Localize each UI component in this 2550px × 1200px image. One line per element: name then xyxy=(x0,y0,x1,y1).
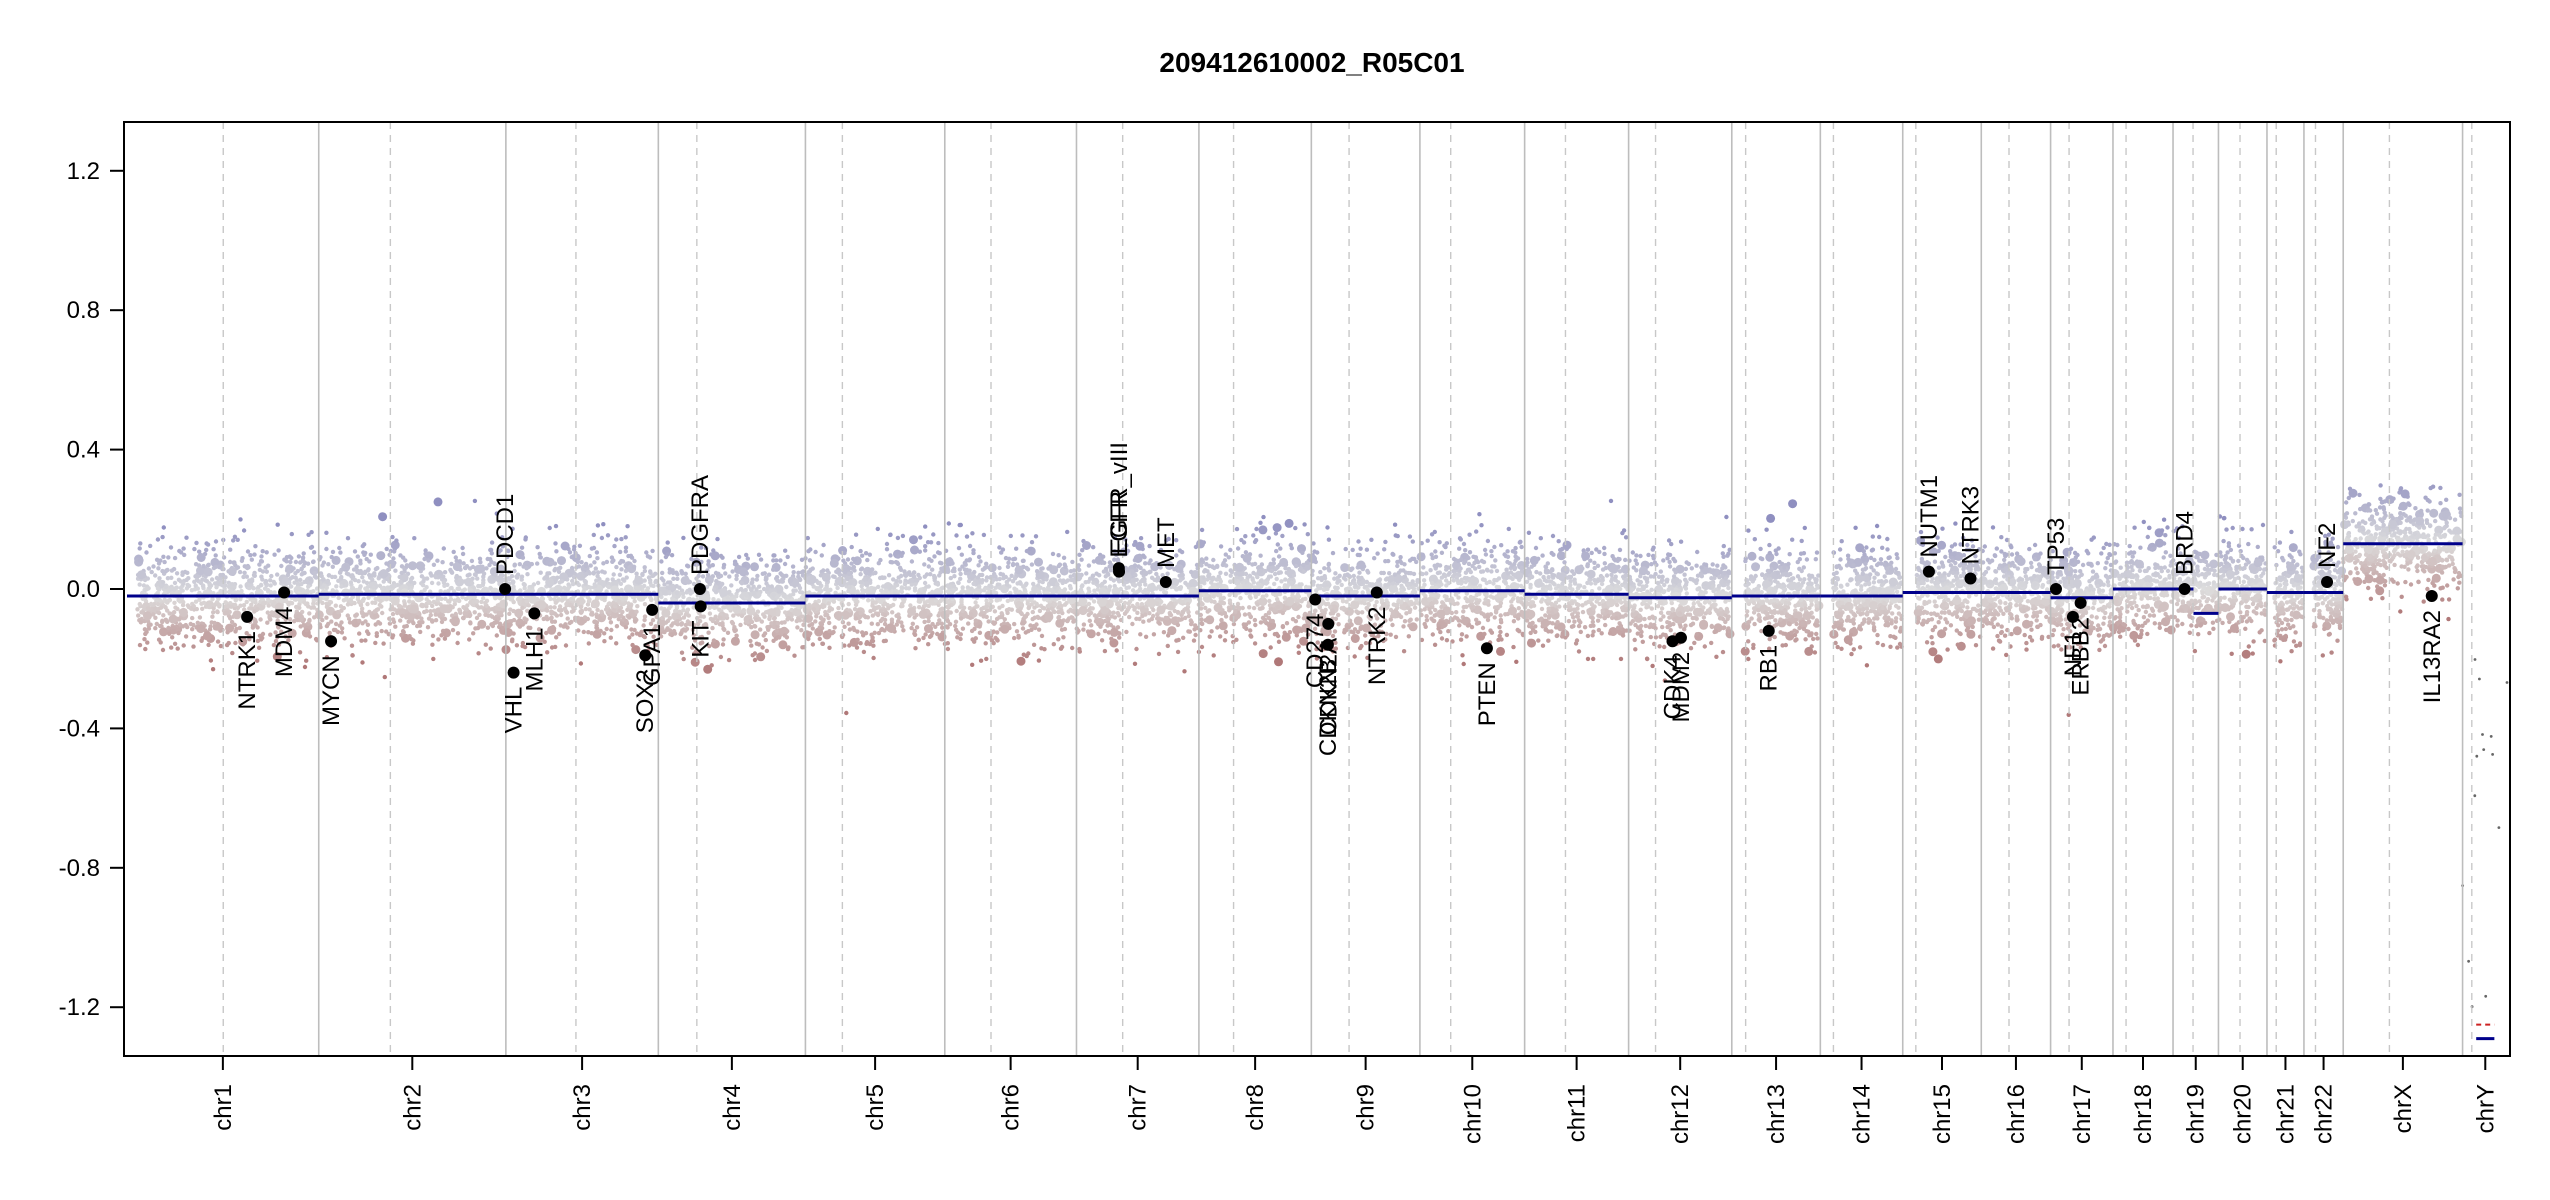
gene-label: NUTM1 xyxy=(1916,475,1943,558)
gene-marker xyxy=(2066,610,2079,623)
gene-label: VHL xyxy=(501,687,528,734)
chromosome-label: chr1 xyxy=(210,1084,237,1131)
gene-label: NTRK1 xyxy=(234,631,261,710)
chromosome-label: chr4 xyxy=(719,1084,746,1131)
gene-marker xyxy=(241,610,254,623)
gene-marker xyxy=(2074,596,2087,609)
gene-marker xyxy=(1321,638,1334,651)
y-tick-label: 0.0 xyxy=(67,576,100,603)
chromosome-label: chr7 xyxy=(1125,1084,1152,1131)
chromosome-label: chr11 xyxy=(1564,1084,1591,1142)
chromosome-label: chrX xyxy=(2390,1084,2417,1133)
gene-label: NTRK2 xyxy=(1364,606,1391,685)
gene-marker xyxy=(693,583,706,595)
y-tick-label: -1.2 xyxy=(59,994,100,1021)
chromosome-label: chr18 xyxy=(2130,1084,2157,1144)
gene-marker xyxy=(325,635,338,648)
gene-marker xyxy=(499,583,512,595)
gene-label: MET xyxy=(1153,517,1180,568)
chromosome-label: chr21 xyxy=(2272,1084,2299,1144)
gene-label: KIT xyxy=(688,620,715,658)
chromosome-label: chr5 xyxy=(862,1084,889,1131)
gene-marker xyxy=(1922,565,1935,578)
gene-label: IL13RA2 xyxy=(2419,610,2446,703)
gene-label: MYCN xyxy=(318,655,345,726)
gene-label: ERBB2 xyxy=(2068,617,2095,696)
gene-label: EGFR_vIII xyxy=(1106,442,1133,554)
chromosome-label: chr22 xyxy=(2311,1084,2338,1144)
chromosome-label: chr3 xyxy=(569,1084,596,1131)
plot-frame xyxy=(123,121,2511,1057)
chromosome-label: chr6 xyxy=(998,1084,1025,1131)
chart-title: 209412610002_R05C01 xyxy=(1159,47,1464,78)
gene-label: NF2 xyxy=(2314,523,2341,568)
gene-marker xyxy=(1113,565,1126,578)
y-tick-label: -0.4 xyxy=(59,715,100,742)
gene-marker xyxy=(639,649,652,662)
gene-label: PDCD1 xyxy=(492,494,519,575)
gene-marker xyxy=(278,586,291,599)
gene-marker xyxy=(1674,631,1687,644)
chromosome-label: chr20 xyxy=(2230,1084,2257,1144)
chromosome-label: chr9 xyxy=(1353,1084,1380,1131)
gene-marker xyxy=(1480,642,1493,655)
y-tick-label: 0.8 xyxy=(67,297,100,324)
gene-label: MDM2 xyxy=(1668,652,1695,723)
chromosome-label: chr12 xyxy=(1667,1084,1694,1144)
gene-label: CDKN2A xyxy=(1315,638,1342,735)
gene-marker xyxy=(2425,589,2438,602)
chromosome-label: chrY xyxy=(2472,1084,2499,1133)
y-tick-label: 0.4 xyxy=(67,437,100,464)
gene-marker xyxy=(507,666,520,679)
gene-label: SOX2 xyxy=(632,669,659,733)
gene-label: TP53 xyxy=(2043,518,2070,575)
gene-label: GPA1 xyxy=(639,624,666,686)
gene-marker xyxy=(1964,572,1977,585)
gene-label: RB1 xyxy=(1756,645,1783,692)
gene-marker xyxy=(2321,576,2334,589)
gene-label: EGFR xyxy=(1106,491,1133,558)
chromosome-label: chr15 xyxy=(1929,1084,1956,1144)
chromosome-label: chr13 xyxy=(1763,1084,1790,1144)
gene-marker xyxy=(646,603,659,616)
gene-marker xyxy=(1762,624,1775,637)
gene-label: NTRK3 xyxy=(1958,486,1985,565)
chromosome-label: chr14 xyxy=(1849,1084,1876,1144)
gene-marker xyxy=(528,607,541,620)
gene-marker xyxy=(2049,583,2062,595)
gene-label: MDM4 xyxy=(271,606,298,677)
gene-label: MLH1 xyxy=(521,627,548,691)
chromosome-label: chr19 xyxy=(2183,1084,2210,1144)
gene-marker xyxy=(694,600,707,613)
gene-label: CDKN2B xyxy=(1315,659,1342,756)
chromosome-label: chr16 xyxy=(2003,1084,2030,1144)
gene-marker xyxy=(1322,617,1335,630)
y-tick-label: 1.2 xyxy=(67,158,100,185)
chromosome-label: chr10 xyxy=(1459,1084,1486,1144)
axes-layer: -1.2 -0.8 -0.4 0.0 0.4 0.8 1.2 chr1 chr2 chr3 chr4… xyxy=(59,158,2500,1144)
chromosome-label: chr8 xyxy=(1242,1084,1269,1131)
gene-label: BRD4 xyxy=(2172,511,2199,575)
gene-marker xyxy=(2178,583,2191,595)
gene-marker xyxy=(1370,586,1383,599)
gene-marker xyxy=(1309,593,1322,606)
chromosome-label: chr2 xyxy=(399,1084,426,1131)
chromosome-label: chr17 xyxy=(2069,1084,2096,1144)
gene-label: PTEN xyxy=(1474,662,1501,726)
gene-label: NF1 xyxy=(2060,631,2087,676)
gene-label: CDK4 xyxy=(1659,655,1686,719)
gene-label: PDGFRA xyxy=(687,475,714,575)
y-tick-label: -0.8 xyxy=(59,855,100,882)
gene-marker xyxy=(1159,576,1172,589)
